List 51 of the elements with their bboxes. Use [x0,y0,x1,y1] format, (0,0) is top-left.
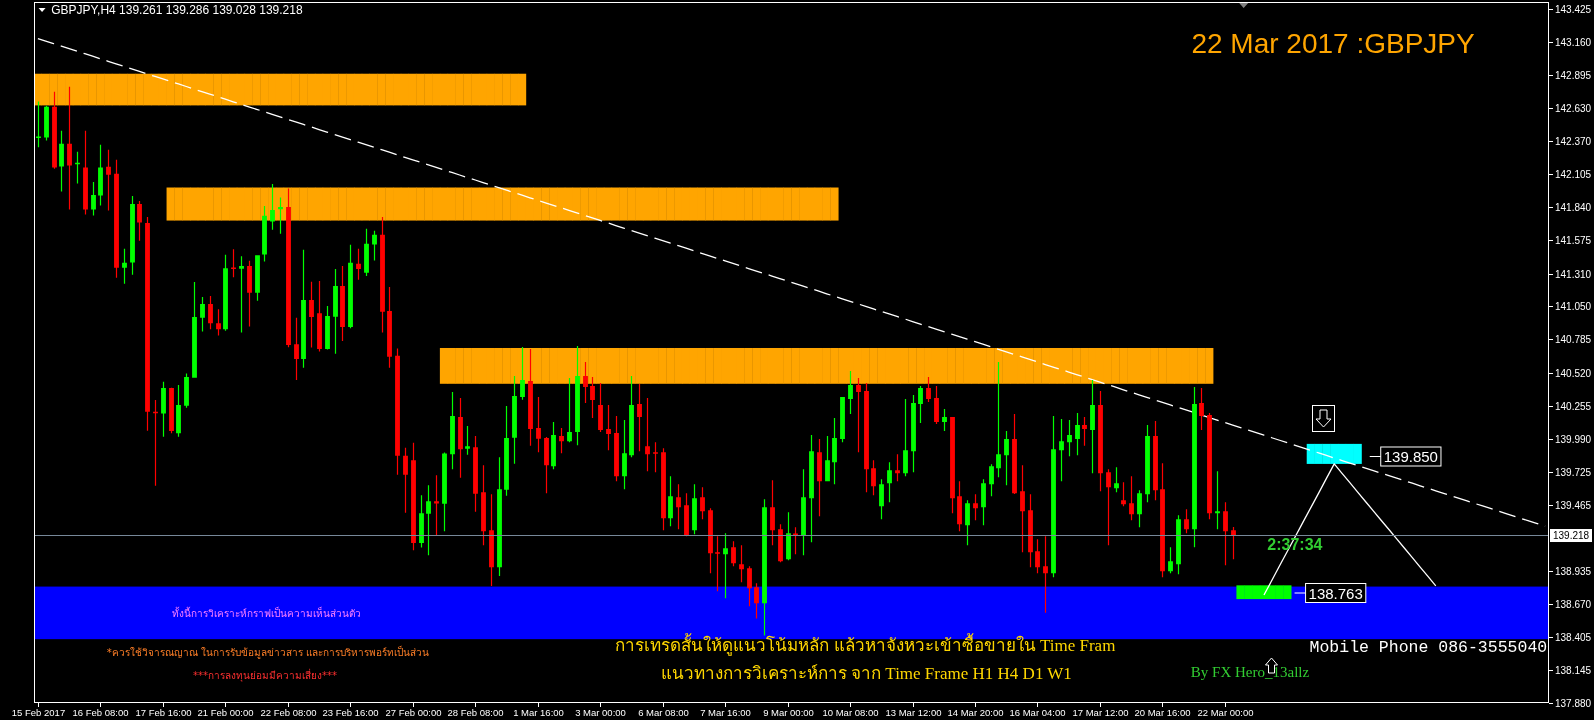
x-tick-label: 1 Mar 16:00 [513,707,564,718]
x-tick-label: 17 Mar 12:00 [1072,707,1129,718]
x-tick-label: 22 Feb 08:00 [260,707,317,718]
annotation: By FX Hero_13allz [1190,664,1310,680]
y-tick-label: 142.370 [1555,136,1592,147]
x-tick-label: 23 Feb 16:00 [322,707,379,718]
x-tick-label: 14 Mar 20:00 [947,707,1004,718]
x-tick-label: 16 Feb 08:00 [72,707,129,718]
chart-subtitle: GBPJPY,H4 139.261 139.286 139.028 139.218 [51,3,303,17]
x-tick-label: 13 Mar 12:00 [885,707,942,718]
annotation: ***การลงทุนย่อมมีความเสี่ยง*** [193,668,338,682]
y-tick-label: 139.465 [1555,500,1592,511]
x-tick-label: 7 Mar 16:00 [700,707,751,718]
y-tick-label: 143.425 [1555,4,1592,15]
y-tick-label: 143.160 [1555,37,1592,48]
x-tick-label: 20 Mar 16:00 [1134,707,1191,718]
y-tick-label: 139.990 [1555,434,1592,445]
x-tick-label: 22 Mar 00:00 [1197,707,1254,718]
y-tick-label: 141.575 [1555,235,1592,246]
y-tick-label: 140.520 [1555,368,1592,379]
annotation: การเทรดสั้นให้ดูแนวโน้มหลัก แล้วหาจังหวะเข้าซื้อขายใน Time Fram [615,633,1116,656]
y-tick-label: 140.785 [1555,334,1592,345]
x-tick-label: 17 Feb 16:00 [135,707,192,718]
y-tick-label: 142.630 [1555,103,1592,114]
annotation: Mobile Phone 086-3555040 [1309,638,1548,657]
x-tick-label: 15 Feb 2017 [11,707,66,718]
y-tick-label: 142.895 [1555,70,1592,81]
y-tick-label: 140.255 [1555,401,1592,412]
y-tick-label: 137.880 [1555,698,1592,709]
annotation: แนวทางการวิเคราะห์การ จาก Time Frame H1 H4 D1 W1 [660,664,1072,683]
y-tick-label: 138.405 [1555,632,1592,643]
annotation: *ควรใช้วิจารณญาณ ในการรับข้อมูลข่าวสาร และการบริหารพอร์ทเป็นส่วน [106,645,430,659]
y-tick-label: 139.725 [1555,467,1592,478]
text: 22 Mar 2017 :GBPJPY [1191,28,1476,59]
x-tick-label: 21 Feb 00:00 [197,707,254,718]
y-tick-label: 138.145 [1555,665,1592,676]
y-tick-label: 141.050 [1555,301,1592,312]
x-tick-label: 9 Mar 00:00 [763,707,814,718]
x-tick-label: 6 Mar 08:00 [638,707,689,718]
x-tick-label: 28 Feb 08:00 [447,707,504,718]
y-tick-label: 138.935 [1555,566,1592,577]
x-tick-label: 3 Mar 00:00 [575,707,626,718]
x-tick-label: 10 Mar 08:00 [822,707,879,718]
y-tick-label: 141.840 [1555,202,1592,213]
x-tick-label: 27 Feb 00:00 [385,707,442,718]
annotation: ทั้งนี้การวิเคราะห์กราฟเป็นความเห็นส่วนตัว [171,606,361,619]
x-tick-label: 16 Mar 04:00 [1009,707,1066,718]
y-tick-label: 141.310 [1555,269,1592,280]
ref-line-label: 139.218 [1553,530,1590,542]
y-tick-label: 142.105 [1555,169,1592,180]
y-tick-label: 138.670 [1555,599,1592,610]
